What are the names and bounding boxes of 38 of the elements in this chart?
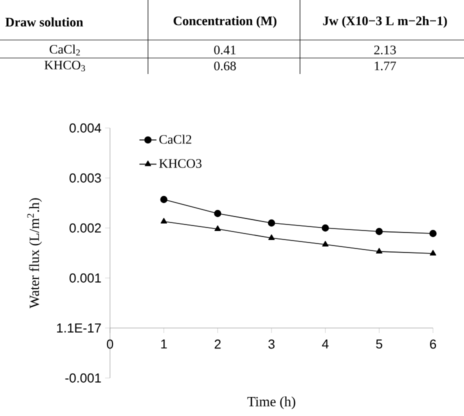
y-axis-title: Water flux (L/m$^{2}$.h) <box>27 198 42 308</box>
legend-label: CaCl2 <box>159 134 192 144</box>
x-axis-title: Time (h) <box>247 396 296 410</box>
point <box>214 210 222 218</box>
x-tick-label: 0 <box>106 340 114 349</box>
y-tick-label: 1.1E-17 <box>57 324 101 332</box>
x-tick-label: 3 <box>268 340 275 349</box>
y-tick-label: 0.002 <box>70 223 101 233</box>
y-tick-label: 0.004 <box>70 123 102 133</box>
point <box>322 224 329 232</box>
point <box>268 219 276 227</box>
text: 2.13 <box>374 46 396 54</box>
point <box>160 196 168 204</box>
x-tick-label: 5 <box>376 340 382 349</box>
text: 0.68 <box>214 62 236 70</box>
text: 0.41 <box>214 46 236 54</box>
legend-label: KHCO3 <box>159 159 202 168</box>
y-tick-label: 0.001 <box>70 273 101 283</box>
point <box>214 225 221 231</box>
x-tick-label: 4 <box>322 340 329 348</box>
point <box>268 234 275 240</box>
text: CaCl$_{2}$ <box>50 44 80 56</box>
y-tick-label: -0.001 <box>65 373 101 383</box>
point <box>430 250 436 256</box>
point <box>376 228 383 236</box>
y-tick-label: 0.003 <box>70 173 101 183</box>
point <box>429 230 437 238</box>
text: KHCO$_{3}$ <box>44 60 86 72</box>
x-tick-label: 6 <box>430 340 436 349</box>
text: Draw solution <box>5 17 84 27</box>
x-tick-label: 2 <box>214 340 221 349</box>
x-tick-label: 1 <box>161 340 167 348</box>
text: Jw (X10−3 L m−2h−1) <box>323 16 447 28</box>
point <box>376 248 382 254</box>
text: Concentration (M) <box>174 16 276 28</box>
point <box>322 240 329 246</box>
text: 1.77 <box>374 62 396 70</box>
point <box>160 218 168 224</box>
